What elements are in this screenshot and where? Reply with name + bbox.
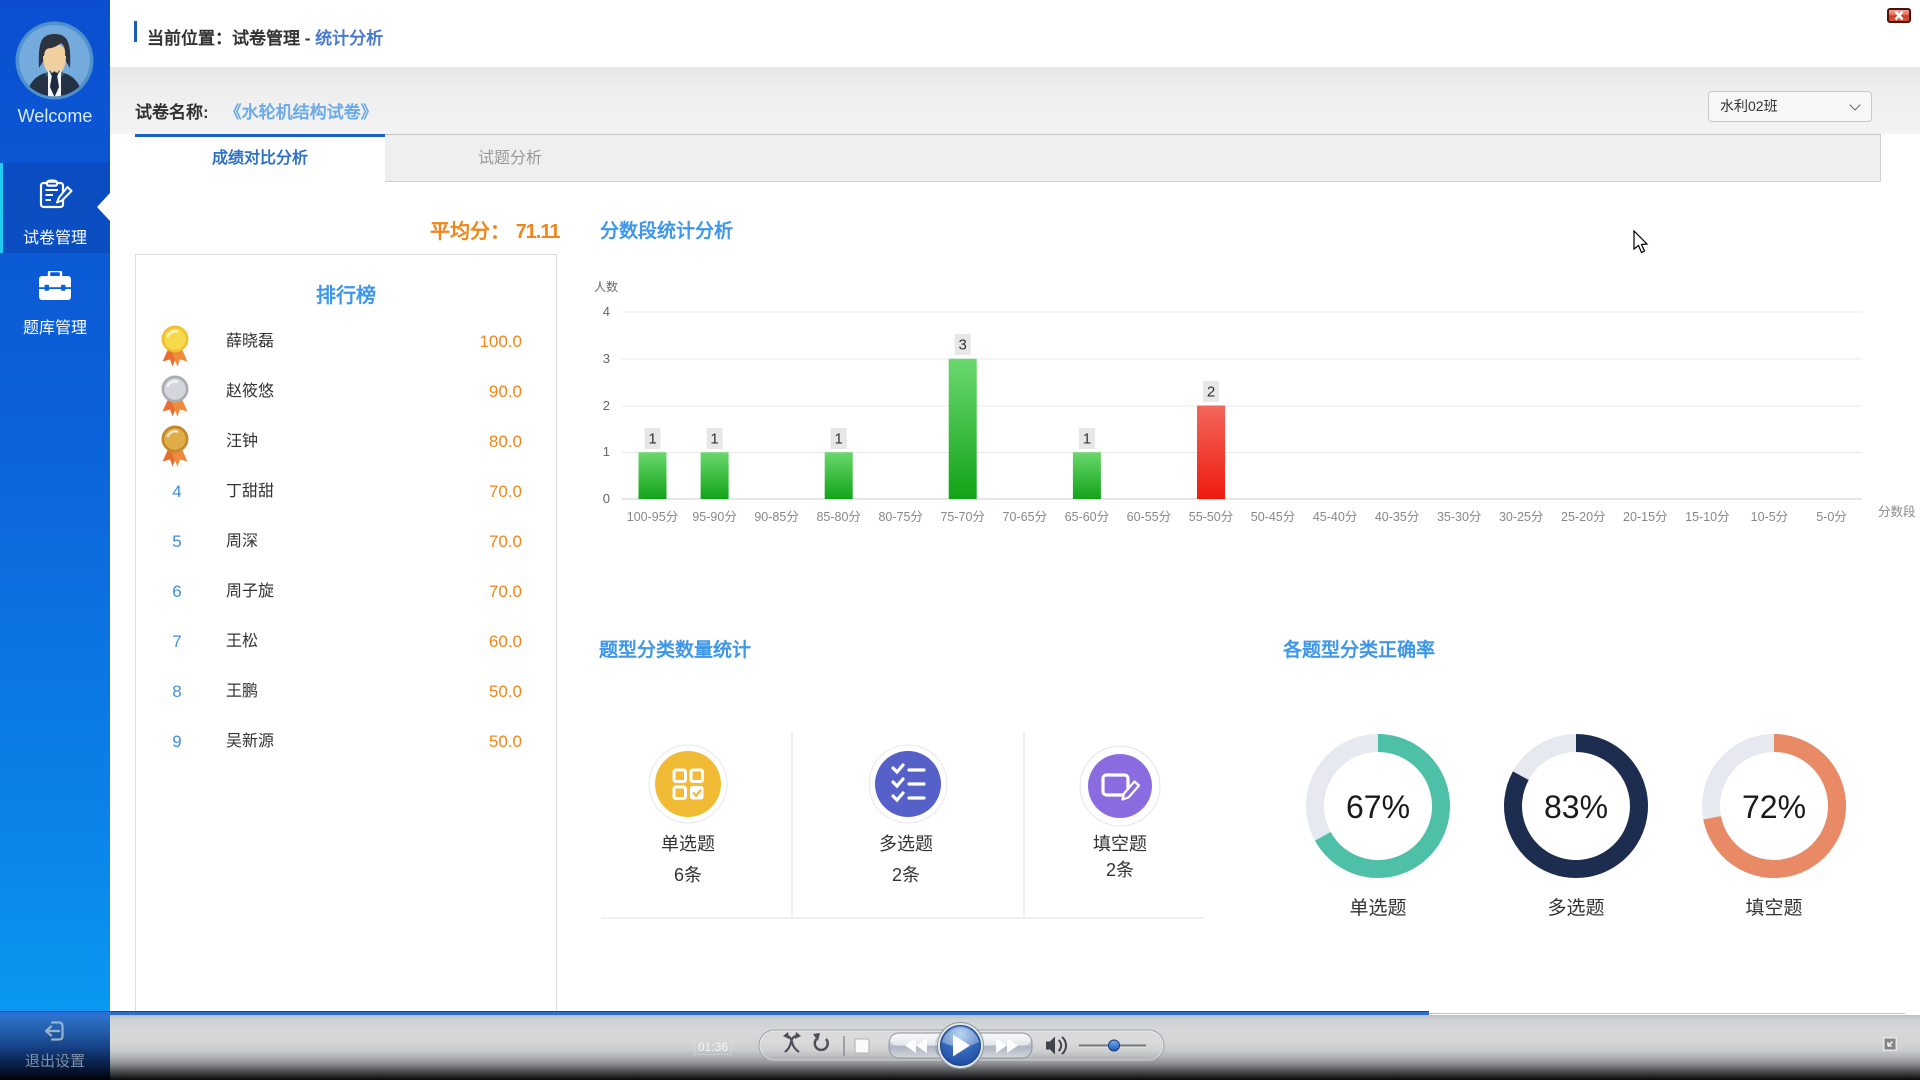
svg-text:单选题: 单选题 [661, 834, 715, 854]
svg-text:95-90分: 95-90分 [692, 510, 736, 524]
svg-text:4: 4 [603, 304, 610, 319]
svg-text:1: 1 [835, 431, 843, 448]
svg-text:65-60分: 65-60分 [1065, 510, 1109, 524]
svg-text:5-0分: 5-0分 [1816, 510, 1847, 524]
svg-text:2条: 2条 [892, 865, 920, 885]
svg-text:填空题: 填空题 [1745, 897, 1802, 919]
svg-text:45-40分: 45-40分 [1313, 510, 1357, 524]
svg-text:1: 1 [603, 444, 610, 459]
svg-text:单选题: 单选题 [1349, 897, 1406, 919]
svg-text:10-5分: 10-5分 [1751, 510, 1789, 524]
svg-text:2条: 2条 [1106, 860, 1134, 880]
svg-text:多选题: 多选题 [1547, 897, 1604, 919]
svg-text:100-95分: 100-95分 [627, 510, 678, 524]
svg-text:6条: 6条 [674, 865, 702, 885]
svg-text:2: 2 [603, 398, 610, 413]
svg-text:分数段: 分数段 [1878, 504, 1916, 519]
svg-text:1: 1 [648, 431, 656, 448]
svg-text:60-55分: 60-55分 [1127, 510, 1171, 524]
svg-text:15-10分: 15-10分 [1685, 510, 1729, 524]
svg-text:1: 1 [710, 431, 718, 448]
svg-text:多选题: 多选题 [879, 834, 933, 854]
svg-text:3: 3 [959, 337, 967, 354]
svg-text:0: 0 [603, 491, 610, 506]
svg-text:67%: 67% [1346, 789, 1410, 825]
svg-text:人数: 人数 [594, 279, 618, 294]
svg-text:85-80分: 85-80分 [816, 510, 860, 524]
svg-text:2: 2 [1207, 384, 1215, 401]
svg-text:填空题: 填空题 [1093, 834, 1147, 854]
svg-text:20-15分: 20-15分 [1623, 510, 1667, 524]
svg-text:25-20分: 25-20分 [1561, 510, 1605, 524]
svg-text:40-35分: 40-35分 [1375, 510, 1419, 524]
svg-text:75-70分: 75-70分 [940, 510, 984, 524]
svg-text:50-45分: 50-45分 [1251, 510, 1295, 524]
svg-text:72%: 72% [1742, 789, 1806, 825]
svg-text:90-85分: 90-85分 [754, 510, 798, 524]
svg-text:1: 1 [1083, 431, 1091, 448]
svg-text:55-50分: 55-50分 [1189, 510, 1233, 524]
svg-text:70-65分: 70-65分 [1003, 510, 1047, 524]
svg-text:3: 3 [603, 351, 610, 366]
svg-text:83%: 83% [1544, 789, 1608, 825]
svg-text:35-30分: 35-30分 [1437, 510, 1481, 524]
svg-text:30-25分: 30-25分 [1499, 510, 1543, 524]
svg-text:80-75分: 80-75分 [878, 510, 922, 524]
